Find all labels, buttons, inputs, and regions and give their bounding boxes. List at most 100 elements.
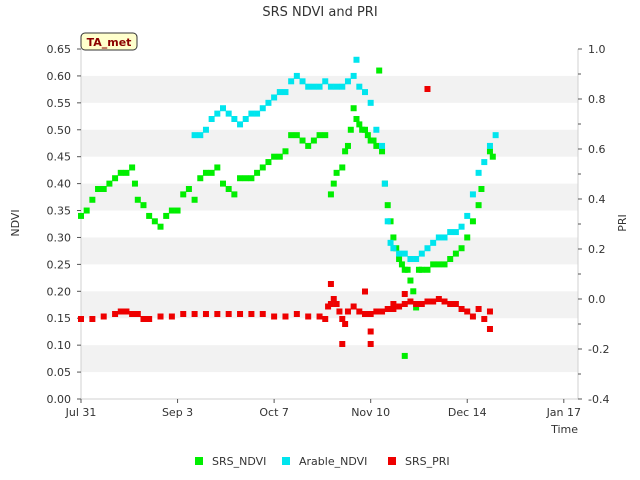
data-point [424,86,431,92]
data-point [413,301,420,307]
y-tick-label: 0.30 [47,231,72,244]
data-point [413,304,420,311]
data-point [117,308,124,315]
data-point [112,311,119,317]
data-point [356,121,363,128]
data-point [78,316,84,322]
data-point [168,313,175,320]
data-point [242,116,249,122]
data-point [191,196,198,203]
data-point [248,175,255,182]
data-point [376,67,383,74]
data-point [398,261,405,268]
data-point [95,186,102,192]
legend-label: SRS_PRI [405,455,450,468]
data-point [146,212,153,219]
data-point [180,311,187,317]
data-point [117,169,124,176]
data-point [214,164,221,171]
y2-tick-label: -0.4 [588,393,609,406]
data-point [288,78,295,85]
data-point [271,94,278,101]
data-point [396,250,403,257]
data-point [441,261,448,268]
y-tick-label: 0.10 [47,339,72,352]
data-point [333,83,340,90]
legend-label: Arable_NDVI [299,455,367,468]
data-point [396,256,403,262]
data-point [435,296,442,302]
legend-swatch [282,457,290,465]
data-point [231,116,238,122]
data-point [353,116,360,122]
data-point [401,352,408,359]
data-point [430,239,437,246]
data-point [350,303,357,310]
data-point [78,212,84,219]
data-point [100,313,107,320]
data-point [367,311,374,317]
data-point [220,105,226,112]
data-point [469,191,476,198]
y-tick-label: 0.65 [47,43,72,56]
data-point [225,110,232,117]
data-point [327,281,334,287]
data-point [282,313,289,320]
data-point [464,234,471,241]
data-point [333,301,340,307]
data-point [475,169,482,176]
legend: SRS_NDVI Arable_NDVI SRS_PRI [195,455,450,468]
data-point [288,132,295,139]
data-point [407,277,414,284]
data-point [191,132,198,139]
data-point [475,202,482,209]
x-tick-label: Jul 31 [65,406,97,419]
data-point [379,308,386,315]
data-point [486,326,493,332]
data-point [237,311,244,317]
y-tick-label: 0.60 [47,70,72,83]
data-point [282,148,289,155]
data-point [112,175,119,182]
data-point [344,142,351,149]
data-point [379,148,386,155]
y-tick-label: 0.45 [47,151,72,164]
data-point [373,126,380,133]
y-tick-label: 0.00 [47,393,72,406]
data-point [407,256,414,262]
data-point [336,308,343,315]
data-point [259,105,266,112]
y-tick-label: 0.20 [47,285,72,298]
legend-swatch [195,457,203,465]
data-point [322,132,329,139]
data-point [401,301,408,307]
data-point [208,116,215,122]
data-point [339,164,346,171]
data-point [327,83,334,90]
data-point [327,191,334,198]
data-point [140,316,147,322]
data-point [254,110,261,117]
data-point [316,132,323,139]
data-point [202,126,209,133]
data-point [350,105,357,112]
x-tick-label: Sep 3 [162,406,193,419]
y2-tick-label: 0.2 [588,243,606,256]
data-point [225,311,232,317]
data-point [384,218,391,225]
data-point [208,169,215,176]
data-point [310,137,317,144]
data-point [441,298,448,305]
data-point [282,89,289,96]
data-point [390,245,397,252]
data-point [202,311,209,317]
y2-tick-label: 0.0 [588,293,606,306]
data-point [168,207,175,214]
data-point [237,121,244,128]
y-tick-label: 0.05 [47,366,72,379]
data-point [322,316,329,322]
data-point [202,169,209,176]
data-point [225,186,232,192]
badge-label: TA_met [87,36,132,49]
data-point [452,250,459,257]
